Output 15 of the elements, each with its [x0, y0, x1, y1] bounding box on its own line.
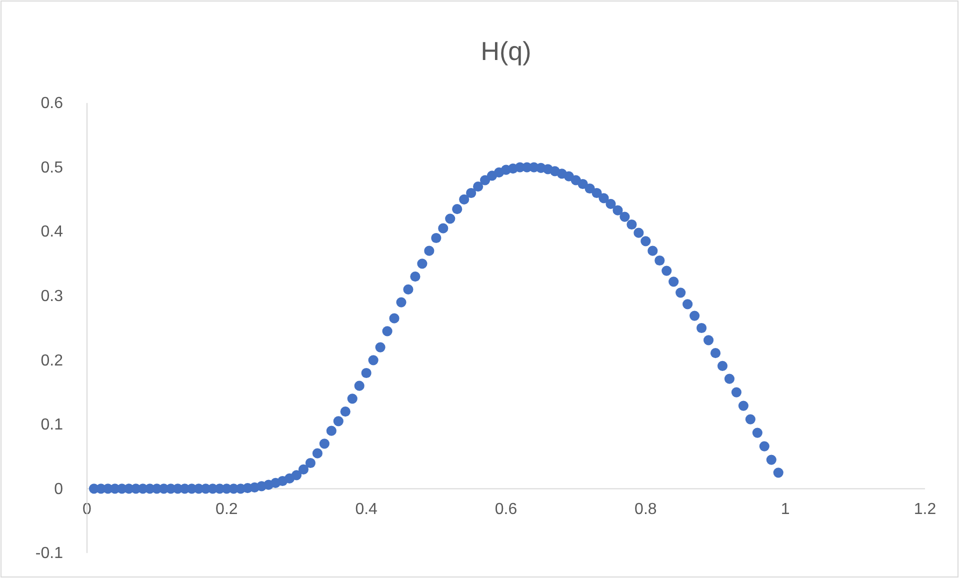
y-tick-label: 0.2 — [40, 352, 64, 370]
y-tick-label: 0.6 — [40, 95, 64, 112]
y-tick-label: -0.1 — [35, 545, 64, 562]
x-tick-label: 1 — [780, 501, 790, 518]
x-tick-label: 0.4 — [355, 501, 378, 518]
x-tick-label: 0.6 — [494, 501, 518, 518]
y-tick-label: 0 — [54, 480, 64, 498]
y-tick-label: 0.1 — [40, 416, 64, 434]
x-tick-label: 0.8 — [634, 501, 657, 518]
chart-title: H(q) — [480, 36, 532, 66]
x-tick-label: 0.2 — [216, 501, 238, 518]
y-tick-label: 0.5 — [40, 159, 64, 176]
y-tick-label: 0.3 — [40, 288, 64, 305]
y-tick-label: 0.4 — [40, 224, 64, 241]
x-tick-label: 1.2 — [914, 501, 936, 518]
